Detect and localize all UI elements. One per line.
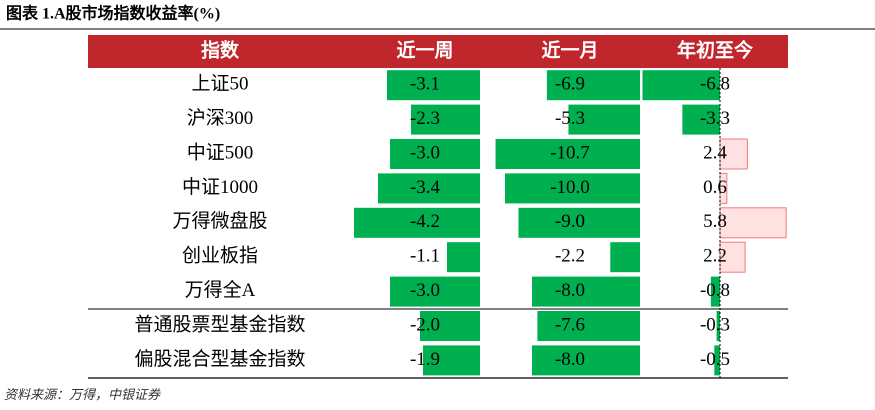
negative-bar [505,173,640,204]
value-label: -0.3 [700,314,730,335]
source: 资料来源：万得，中银证券 [4,387,161,402]
negative-bar [387,70,480,101]
index-name: 中证1000 [182,176,258,198]
value-label: -3.1 [410,74,440,95]
value-label: -1.9 [410,349,440,370]
index-name: 万得全A [185,279,256,301]
negative-bar [378,173,480,204]
index-name: 普通股票型基金指数 [134,313,305,335]
negative-bar [420,311,480,341]
index-name: 上证50 [191,73,248,95]
negative-bar [532,345,640,376]
value-label: -10.7 [550,142,590,163]
negative-bar [537,311,640,341]
negative-bar [716,311,720,341]
value-label: -4.2 [410,211,440,232]
negative-bar [447,242,480,273]
value-label: 5.8 [703,211,727,232]
negative-bar [354,207,480,238]
index-name: 沪深300 [187,107,254,129]
index-name: 偏股混合型基金指数 [134,348,305,370]
value-label: -8.0 [555,280,585,301]
index-name: 创业板指 [182,245,258,267]
negative-bar [714,345,720,376]
value-label: -3.4 [410,177,441,198]
index-name: 中证500 [187,141,254,163]
header-cell: 指数 [201,38,240,61]
value-label: -0.5 [700,349,730,370]
positive-bar [719,138,748,170]
negative-bar [710,276,720,307]
negative-bar [532,276,640,307]
negative-bar [411,104,480,135]
negative-bar [390,276,480,307]
negative-bar [642,70,720,101]
header-cell: 近一周 [396,39,453,61]
header-cell: 年初至今 [677,38,753,61]
header-bg [88,35,788,68]
value-label: -0.8 [700,280,730,301]
value-label: 2.4 [703,142,727,163]
value-label: -8.0 [555,349,585,370]
negative-bar [518,207,640,238]
negative-bar [495,139,640,169]
value-label: -2.3 [410,108,440,129]
value-label: -2.2 [555,246,585,267]
negative-bar [610,242,640,273]
value-label: -2.0 [410,314,440,335]
value-label: 0.6 [703,177,727,198]
value-label: -3.3 [700,108,730,129]
header-cell: 近一月 [541,39,598,61]
negative-bar [546,70,640,101]
title: 图表 1.A股市场指数收益率(%) [6,4,220,23]
value-label: -1.1 [410,246,440,267]
value-label: -10.0 [550,177,590,198]
value-label: 2.2 [703,246,727,267]
negative-bar [423,345,480,376]
value-label: -3.0 [410,142,440,163]
value-label: -6.8 [700,74,730,95]
positive-bar [719,241,746,273]
index-name: 万得微盘股 [172,210,267,232]
value-label: -9.0 [555,211,585,232]
negative-bar [568,104,640,135]
negative-bar [682,104,720,135]
value-label: -5.3 [555,108,585,129]
value-label: -3.0 [410,280,440,301]
positive-bar [719,207,787,239]
negative-bar [390,139,480,169]
value-label: -7.6 [555,314,585,335]
value-label: -6.9 [555,74,585,95]
